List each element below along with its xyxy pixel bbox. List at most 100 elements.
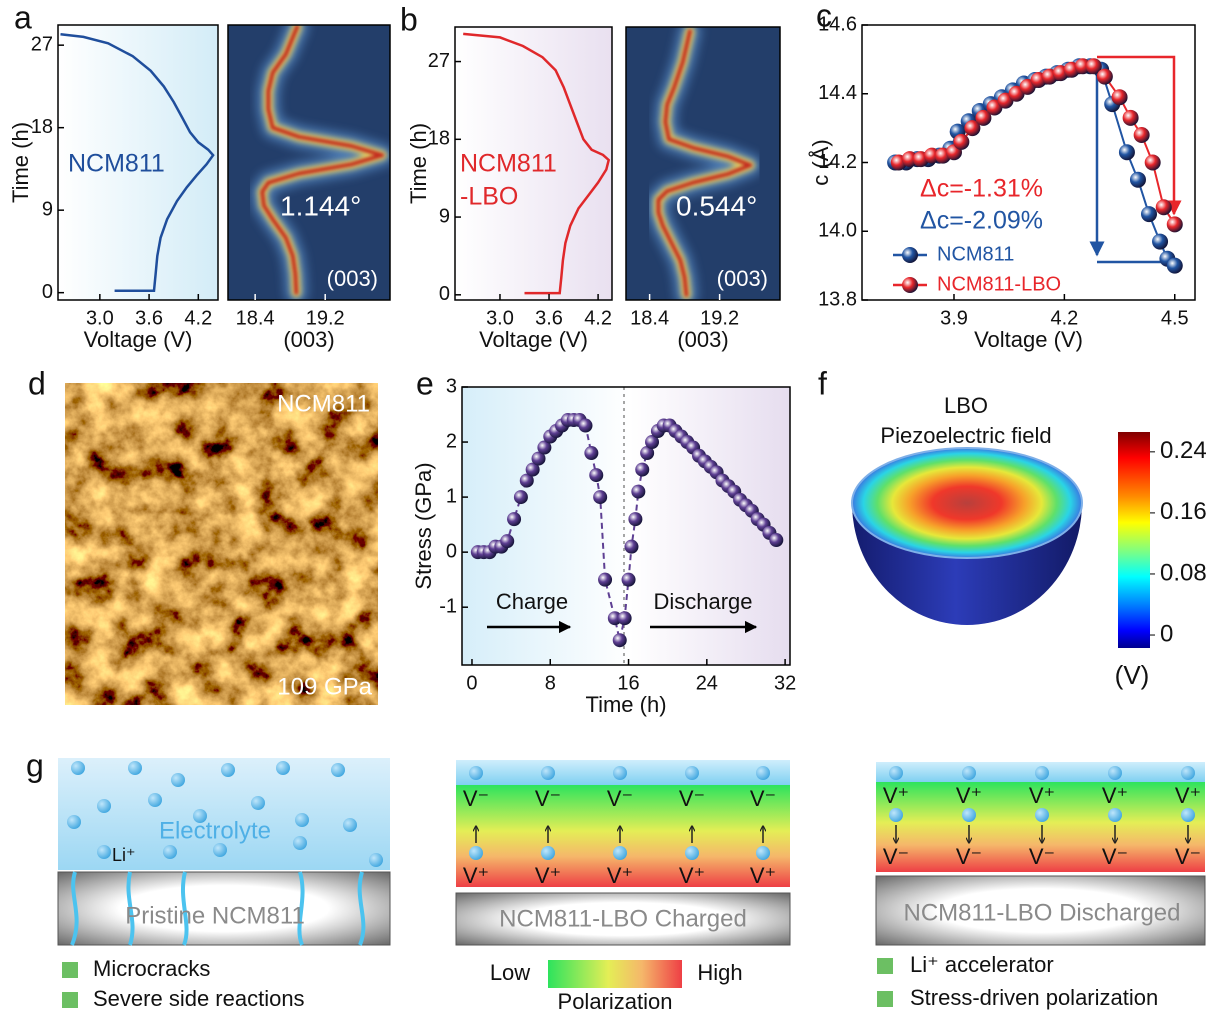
legend-swatch bbox=[877, 958, 893, 974]
ion bbox=[1181, 808, 1195, 822]
cathode-label: NCM811-LBO Discharged bbox=[904, 899, 1181, 926]
ion bbox=[962, 766, 976, 780]
data-point bbox=[500, 534, 514, 548]
surface-charge: V⁻ bbox=[750, 786, 776, 811]
surface-charge: V⁺ bbox=[679, 863, 705, 888]
ion bbox=[962, 808, 976, 822]
panel-label: d bbox=[28, 365, 46, 401]
data-point bbox=[628, 512, 642, 526]
y-tick-label: 14.0 bbox=[818, 220, 857, 242]
legend-label: Stress-driven polarization bbox=[910, 985, 1158, 1010]
x-tick-label: 18.4 bbox=[630, 307, 669, 329]
x-tick-label: 18.4 bbox=[236, 307, 275, 329]
data-point bbox=[618, 611, 632, 625]
y-tick-label: 27 bbox=[428, 50, 450, 72]
colorbar-unit: (V) bbox=[1115, 660, 1150, 690]
legend-label: Li⁺ accelerator bbox=[910, 952, 1054, 977]
colorbar-tick-label: 0.24 bbox=[1160, 437, 1206, 464]
legend-label: Microcracks bbox=[93, 956, 210, 981]
inset-label: (003) bbox=[327, 266, 378, 291]
surface-charge: V⁺ bbox=[535, 863, 561, 888]
surface-charge: V⁺ bbox=[956, 783, 982, 808]
scale-high: High bbox=[697, 960, 742, 985]
x-axis-label: Voltage (V) bbox=[479, 327, 588, 352]
legend-swatch bbox=[62, 992, 78, 1008]
annotation: Δc=-2.09% bbox=[920, 207, 1043, 235]
annotation: Δc=-1.31% bbox=[920, 175, 1043, 203]
y-tick-label: 0 bbox=[439, 283, 450, 305]
surface-charge: V⁻ bbox=[1175, 844, 1201, 869]
ion bbox=[221, 763, 235, 777]
inset-label: (003) bbox=[717, 266, 768, 291]
ion bbox=[276, 761, 290, 775]
y-tick-label: 13.8 bbox=[818, 288, 857, 310]
surface-charge: V⁻ bbox=[883, 844, 909, 869]
data-point bbox=[1145, 155, 1161, 171]
data-point bbox=[1134, 127, 1150, 143]
x-axis-label: (003) bbox=[677, 327, 728, 352]
piezo-title: LBO bbox=[944, 393, 988, 418]
phase-label: Charge bbox=[496, 589, 568, 614]
electrolyte-label: Electrolyte bbox=[159, 817, 271, 844]
data-point bbox=[593, 490, 607, 504]
data-point bbox=[1112, 89, 1128, 105]
y-axis-label: Time (h) bbox=[406, 123, 431, 204]
y-tick-label: 3 bbox=[446, 375, 457, 397]
ion bbox=[756, 766, 770, 780]
ion bbox=[97, 799, 111, 813]
legend-label: Severe side reactions bbox=[93, 986, 305, 1011]
ion bbox=[331, 763, 345, 777]
legend-label: NCM811 bbox=[937, 243, 1014, 265]
x-tick-label: 3.9 bbox=[940, 307, 968, 329]
data-point bbox=[1141, 206, 1157, 222]
x-axis-label: Voltage (V) bbox=[974, 327, 1083, 352]
panel-label: a bbox=[14, 0, 32, 35]
ion bbox=[171, 773, 185, 787]
data-point bbox=[598, 573, 612, 587]
y-tick-label: 9 bbox=[439, 205, 450, 227]
ion-label: Li⁺ bbox=[112, 845, 136, 865]
x-tick-label: 24 bbox=[696, 672, 718, 694]
y-tick-label: 9 bbox=[42, 198, 53, 220]
surface-charge: V⁺ bbox=[1102, 783, 1128, 808]
surface-charge: V⁻ bbox=[607, 786, 633, 811]
x-axis-label: Time (h) bbox=[585, 692, 666, 717]
data-point bbox=[624, 540, 638, 554]
annotation: NCM811 bbox=[68, 150, 165, 178]
ion bbox=[1035, 766, 1049, 780]
surface-charge: V⁻ bbox=[679, 786, 705, 811]
data-point bbox=[1130, 172, 1146, 188]
y-axis-label: c (Å) bbox=[808, 139, 833, 185]
data-point bbox=[1097, 69, 1113, 85]
data-point bbox=[1152, 234, 1168, 250]
ion bbox=[251, 796, 265, 810]
y-tick-label: -1 bbox=[439, 595, 457, 617]
x-tick-label: 8 bbox=[545, 672, 556, 694]
data-point bbox=[635, 463, 649, 477]
data-point bbox=[1167, 216, 1183, 232]
x-axis-label: (003) bbox=[283, 327, 334, 352]
ion bbox=[889, 766, 903, 780]
annotation: 1.144° bbox=[280, 190, 361, 221]
hemisphere-top bbox=[852, 448, 1082, 558]
data-point bbox=[1123, 110, 1139, 126]
ion bbox=[889, 808, 903, 822]
colorbar-tick-label: 0 bbox=[1160, 620, 1173, 647]
plot-background bbox=[462, 387, 630, 665]
surface-charge: V⁺ bbox=[1029, 783, 1055, 808]
panel-label: g bbox=[26, 747, 44, 783]
ion bbox=[343, 818, 357, 832]
ion bbox=[685, 846, 699, 860]
data-point bbox=[578, 419, 592, 433]
panel-label: f bbox=[818, 365, 827, 401]
ion bbox=[541, 766, 555, 780]
ion bbox=[613, 766, 627, 780]
ion bbox=[369, 853, 383, 867]
annotation: 0.544° bbox=[676, 190, 757, 221]
scale-label: Polarization bbox=[558, 989, 673, 1014]
y-tick-label: 14.6 bbox=[818, 13, 857, 35]
colorbar bbox=[1118, 432, 1150, 648]
y-tick-label: 1 bbox=[446, 485, 457, 507]
colorbar-tick-label: 0.16 bbox=[1160, 498, 1206, 525]
figure: a b c d e f g NCM811 109 GPa Charge Disc… bbox=[0, 0, 1206, 1016]
